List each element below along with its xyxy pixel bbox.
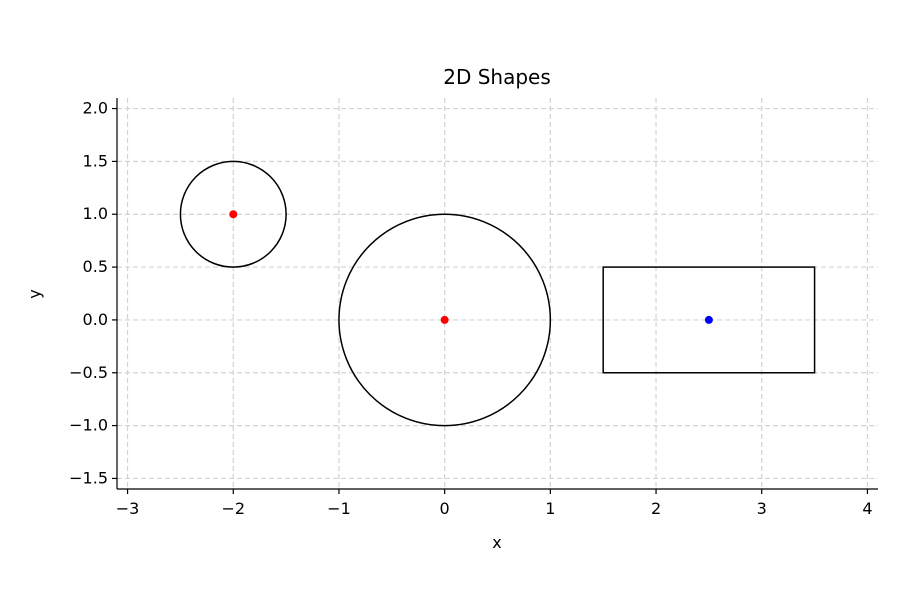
y-tick-label: −1.5 — [69, 468, 108, 487]
axes — [116, 98, 878, 490]
y-tick-label: 1.5 — [83, 151, 108, 170]
y-tick-label: −1.0 — [69, 416, 108, 435]
y-axis-label: y — [25, 289, 44, 298]
y-tick-label: 2.0 — [83, 99, 108, 118]
x-tick-label: −3 — [116, 499, 140, 518]
data-point — [704, 315, 713, 324]
y-tick-label: 0.0 — [83, 310, 108, 329]
x-axis-label: x — [492, 533, 501, 552]
x-tick-label: −1 — [327, 499, 351, 518]
circle-shape — [179, 160, 287, 268]
x-tick-label: 4 — [862, 499, 872, 518]
x-tick-label: −2 — [221, 499, 245, 518]
x-tick-label: 0 — [440, 499, 450, 518]
x-tick-label: 2 — [651, 499, 661, 518]
rectangle-shape — [602, 266, 816, 374]
points — [229, 210, 713, 324]
shapes — [179, 160, 816, 427]
ticks: −3 −2 −1 0 1 2 3 4 −1.5 −1.0 −0.5 0.0 0.5 1.0 1.5 2.0 — [69, 99, 872, 518]
data-point — [229, 210, 238, 219]
grid — [117, 98, 878, 489]
y-tick-label: −0.5 — [69, 363, 108, 382]
chart-title: 2D Shapes — [443, 65, 551, 89]
y-tick-label: 1.0 — [83, 204, 108, 223]
circle-shape — [338, 213, 552, 427]
x-tick-label: 1 — [545, 499, 555, 518]
x-tick-label: 3 — [757, 499, 767, 518]
y-tick-label: 0.5 — [83, 257, 108, 276]
data-point — [440, 315, 449, 324]
